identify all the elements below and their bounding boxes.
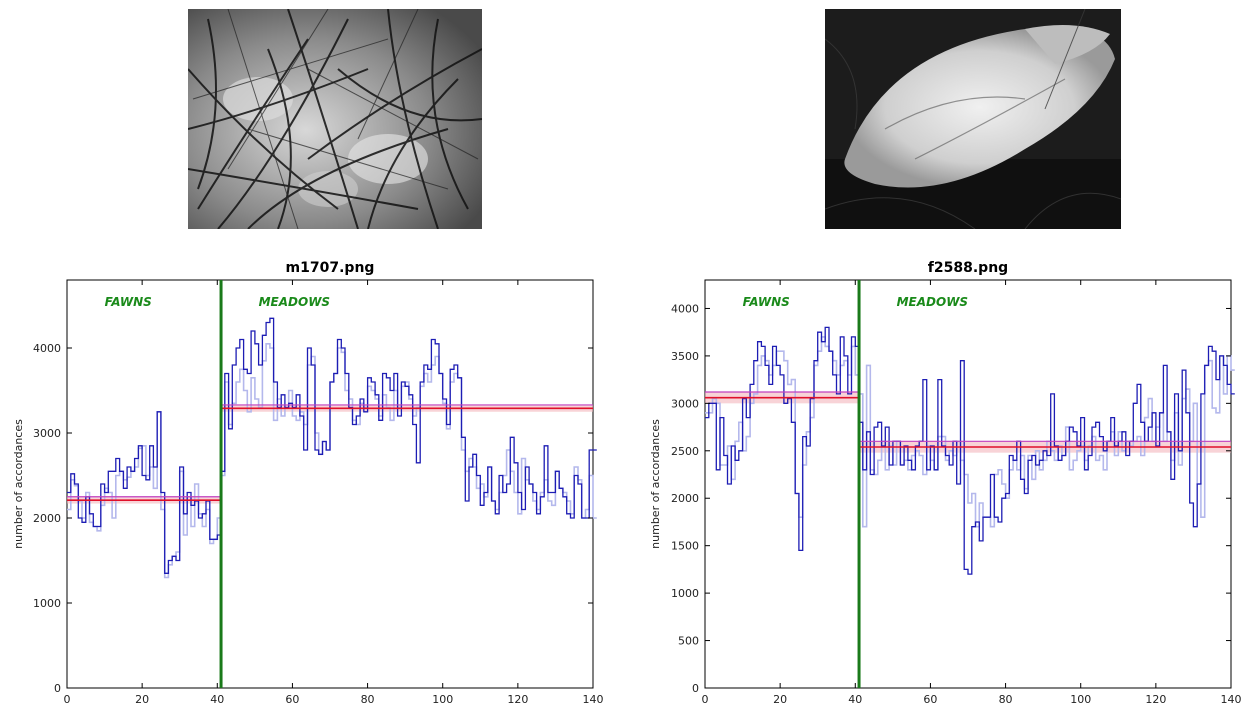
fawns-label: FAWNS	[743, 295, 790, 309]
x-tick-label: 80	[361, 693, 375, 704]
chart-title: m1707.png	[286, 260, 375, 276]
x-tick-label: 0	[702, 693, 709, 704]
x-tick-label: 100	[432, 693, 453, 704]
y-axis-label: number of accordances	[12, 419, 25, 549]
meadows-label: MEADOWS	[897, 295, 968, 309]
chart-title: f2588.png	[928, 260, 1008, 276]
x-tick-label: 0	[64, 693, 71, 704]
meadows-label: MEADOWS	[259, 295, 330, 309]
fawns-label: FAWNS	[105, 295, 152, 309]
x-tick-label: 40	[848, 693, 862, 704]
x-tick-label: 120	[507, 693, 528, 704]
y-tick-label: 1000	[33, 597, 61, 610]
y-tick-label: 4000	[33, 342, 61, 355]
chart-f2588: FAWNS MEADOWS f2588.png 0 20 40 60 80 100 120 140 0…	[649, 260, 1242, 704]
x-tick-label: 140	[1221, 693, 1242, 704]
chart-m1707: FAWNS MEADOWS m1707.png 0 20 40 60 80 100 120 140 0…	[12, 260, 604, 704]
y-tick-label: 500	[678, 635, 699, 648]
thermal-image-m1707	[188, 9, 482, 229]
y-tick-label: 0	[54, 682, 61, 695]
plot-area	[66, 279, 594, 689]
y-tick-label: 2000	[671, 492, 699, 505]
x-tick-label: 40	[210, 693, 224, 704]
series-line-1	[67, 317, 597, 574]
y-tick-label: 0	[692, 682, 699, 695]
y-tick-label: 2000	[33, 512, 61, 525]
x-tick-label: 140	[583, 693, 604, 704]
y-tick-label: 3000	[33, 427, 61, 440]
x-tick-label: 60	[923, 693, 937, 704]
x-tick-label: 80	[999, 693, 1013, 704]
x-tick-label: 20	[773, 693, 787, 704]
y-tick-label: 1500	[671, 540, 699, 553]
x-tick-label: 20	[135, 693, 149, 704]
x-tick-label: 100	[1070, 693, 1091, 704]
y-tick-label: 2500	[671, 445, 699, 458]
y-tick-label: 3500	[671, 350, 699, 363]
y-tick-label: 4000	[671, 302, 699, 315]
x-tick-label: 60	[285, 693, 299, 704]
thermal-image-f2588	[825, 9, 1121, 229]
y-tick-label: 1000	[671, 587, 699, 600]
x-tick-label: 120	[1145, 693, 1166, 704]
y-axis-label: number of accordances	[649, 419, 662, 549]
y-tick-label: 3000	[671, 397, 699, 410]
